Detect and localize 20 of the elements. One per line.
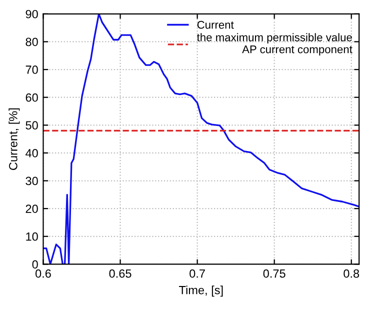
x-tick-label: 0.75: [263, 269, 286, 278]
y-tick-label: 0: [32, 260, 38, 269]
y-tick-label: 10: [26, 232, 38, 241]
x-axis-title: Time, [s]: [179, 286, 223, 297]
y-tick-label: 90: [26, 10, 38, 18]
y-tick-label: 30: [26, 176, 38, 186]
x-tick-label: 0.65: [109, 269, 132, 278]
y-tick-label: 60: [26, 93, 38, 102]
y-tick-label: 70: [26, 66, 38, 74]
y-tick-label: 40: [26, 148, 38, 158]
y-tick-label: 50: [26, 121, 38, 130]
legend-label: the maximum permissible value AP current component: [196, 33, 352, 56]
y-tick-label: 20: [26, 204, 38, 213]
legend-label: Current: [197, 20, 234, 29]
y-tick-label: 80: [26, 38, 38, 46]
line-series: [43, 14, 360, 264]
x-tick-label: 0.7: [190, 269, 205, 278]
x-tick-label: 0.8: [344, 269, 360, 278]
y-axis-title: Current, [%]: [8, 108, 20, 170]
x-tick-label: 0.6: [35, 269, 51, 278]
